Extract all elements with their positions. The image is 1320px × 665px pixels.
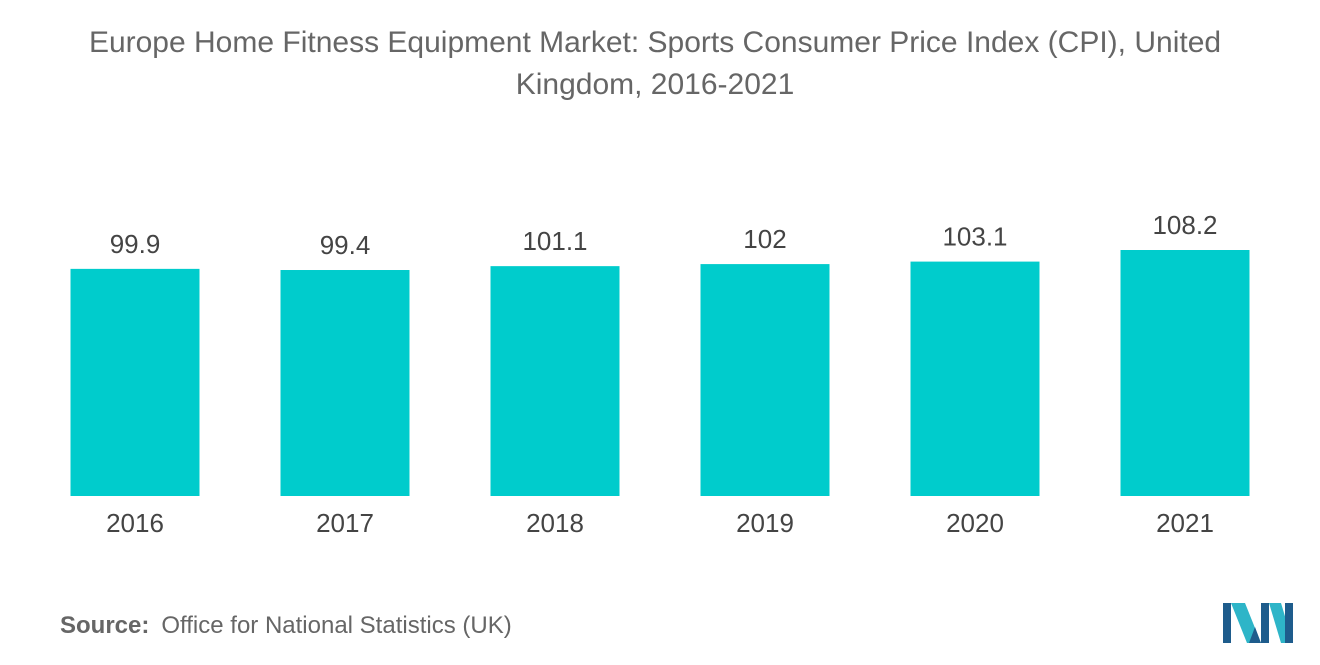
value-label-2016: 99.9 — [110, 229, 161, 259]
x-tick-labels-group: 2016 2017 2018 2019 2020 2021 — [106, 508, 1214, 538]
x-tick-label-2020: 2020 — [946, 508, 1004, 538]
bar-2016 — [70, 268, 200, 496]
x-tick-label-2017: 2017 — [316, 508, 374, 538]
x-tick-label-2021: 2021 — [1156, 508, 1214, 538]
bar-2018 — [490, 266, 620, 496]
bar-2021 — [1120, 250, 1250, 496]
value-labels-group: 99.9 99.4 101.1 102 103.1 108.2 — [110, 210, 1218, 260]
bar-2017 — [280, 270, 410, 496]
source-label: Source: — [60, 612, 150, 639]
source-note: Source: Office for National Statistics (U… — [60, 612, 512, 640]
x-tick-label-2016: 2016 — [106, 508, 164, 538]
bars-group — [70, 250, 1250, 496]
value-label-2018: 101.1 — [522, 226, 587, 256]
bar-2020 — [910, 261, 1040, 496]
x-tick-label-2018: 2018 — [526, 508, 584, 538]
value-label-2017: 99.4 — [320, 230, 371, 260]
chart-title: Europe Home Fitness Equipment Market: Sp… — [88, 26, 1222, 101]
bar-2019 — [700, 264, 830, 496]
source-text: Office for National Statistics (UK) — [161, 612, 512, 639]
mordor-intelligence-logo-icon — [1223, 603, 1293, 643]
value-label-2020: 103.1 — [942, 222, 1007, 252]
x-tick-label-2019: 2019 — [736, 508, 794, 538]
value-label-2019: 102 — [743, 224, 786, 254]
value-label-2021: 108.2 — [1152, 210, 1217, 240]
